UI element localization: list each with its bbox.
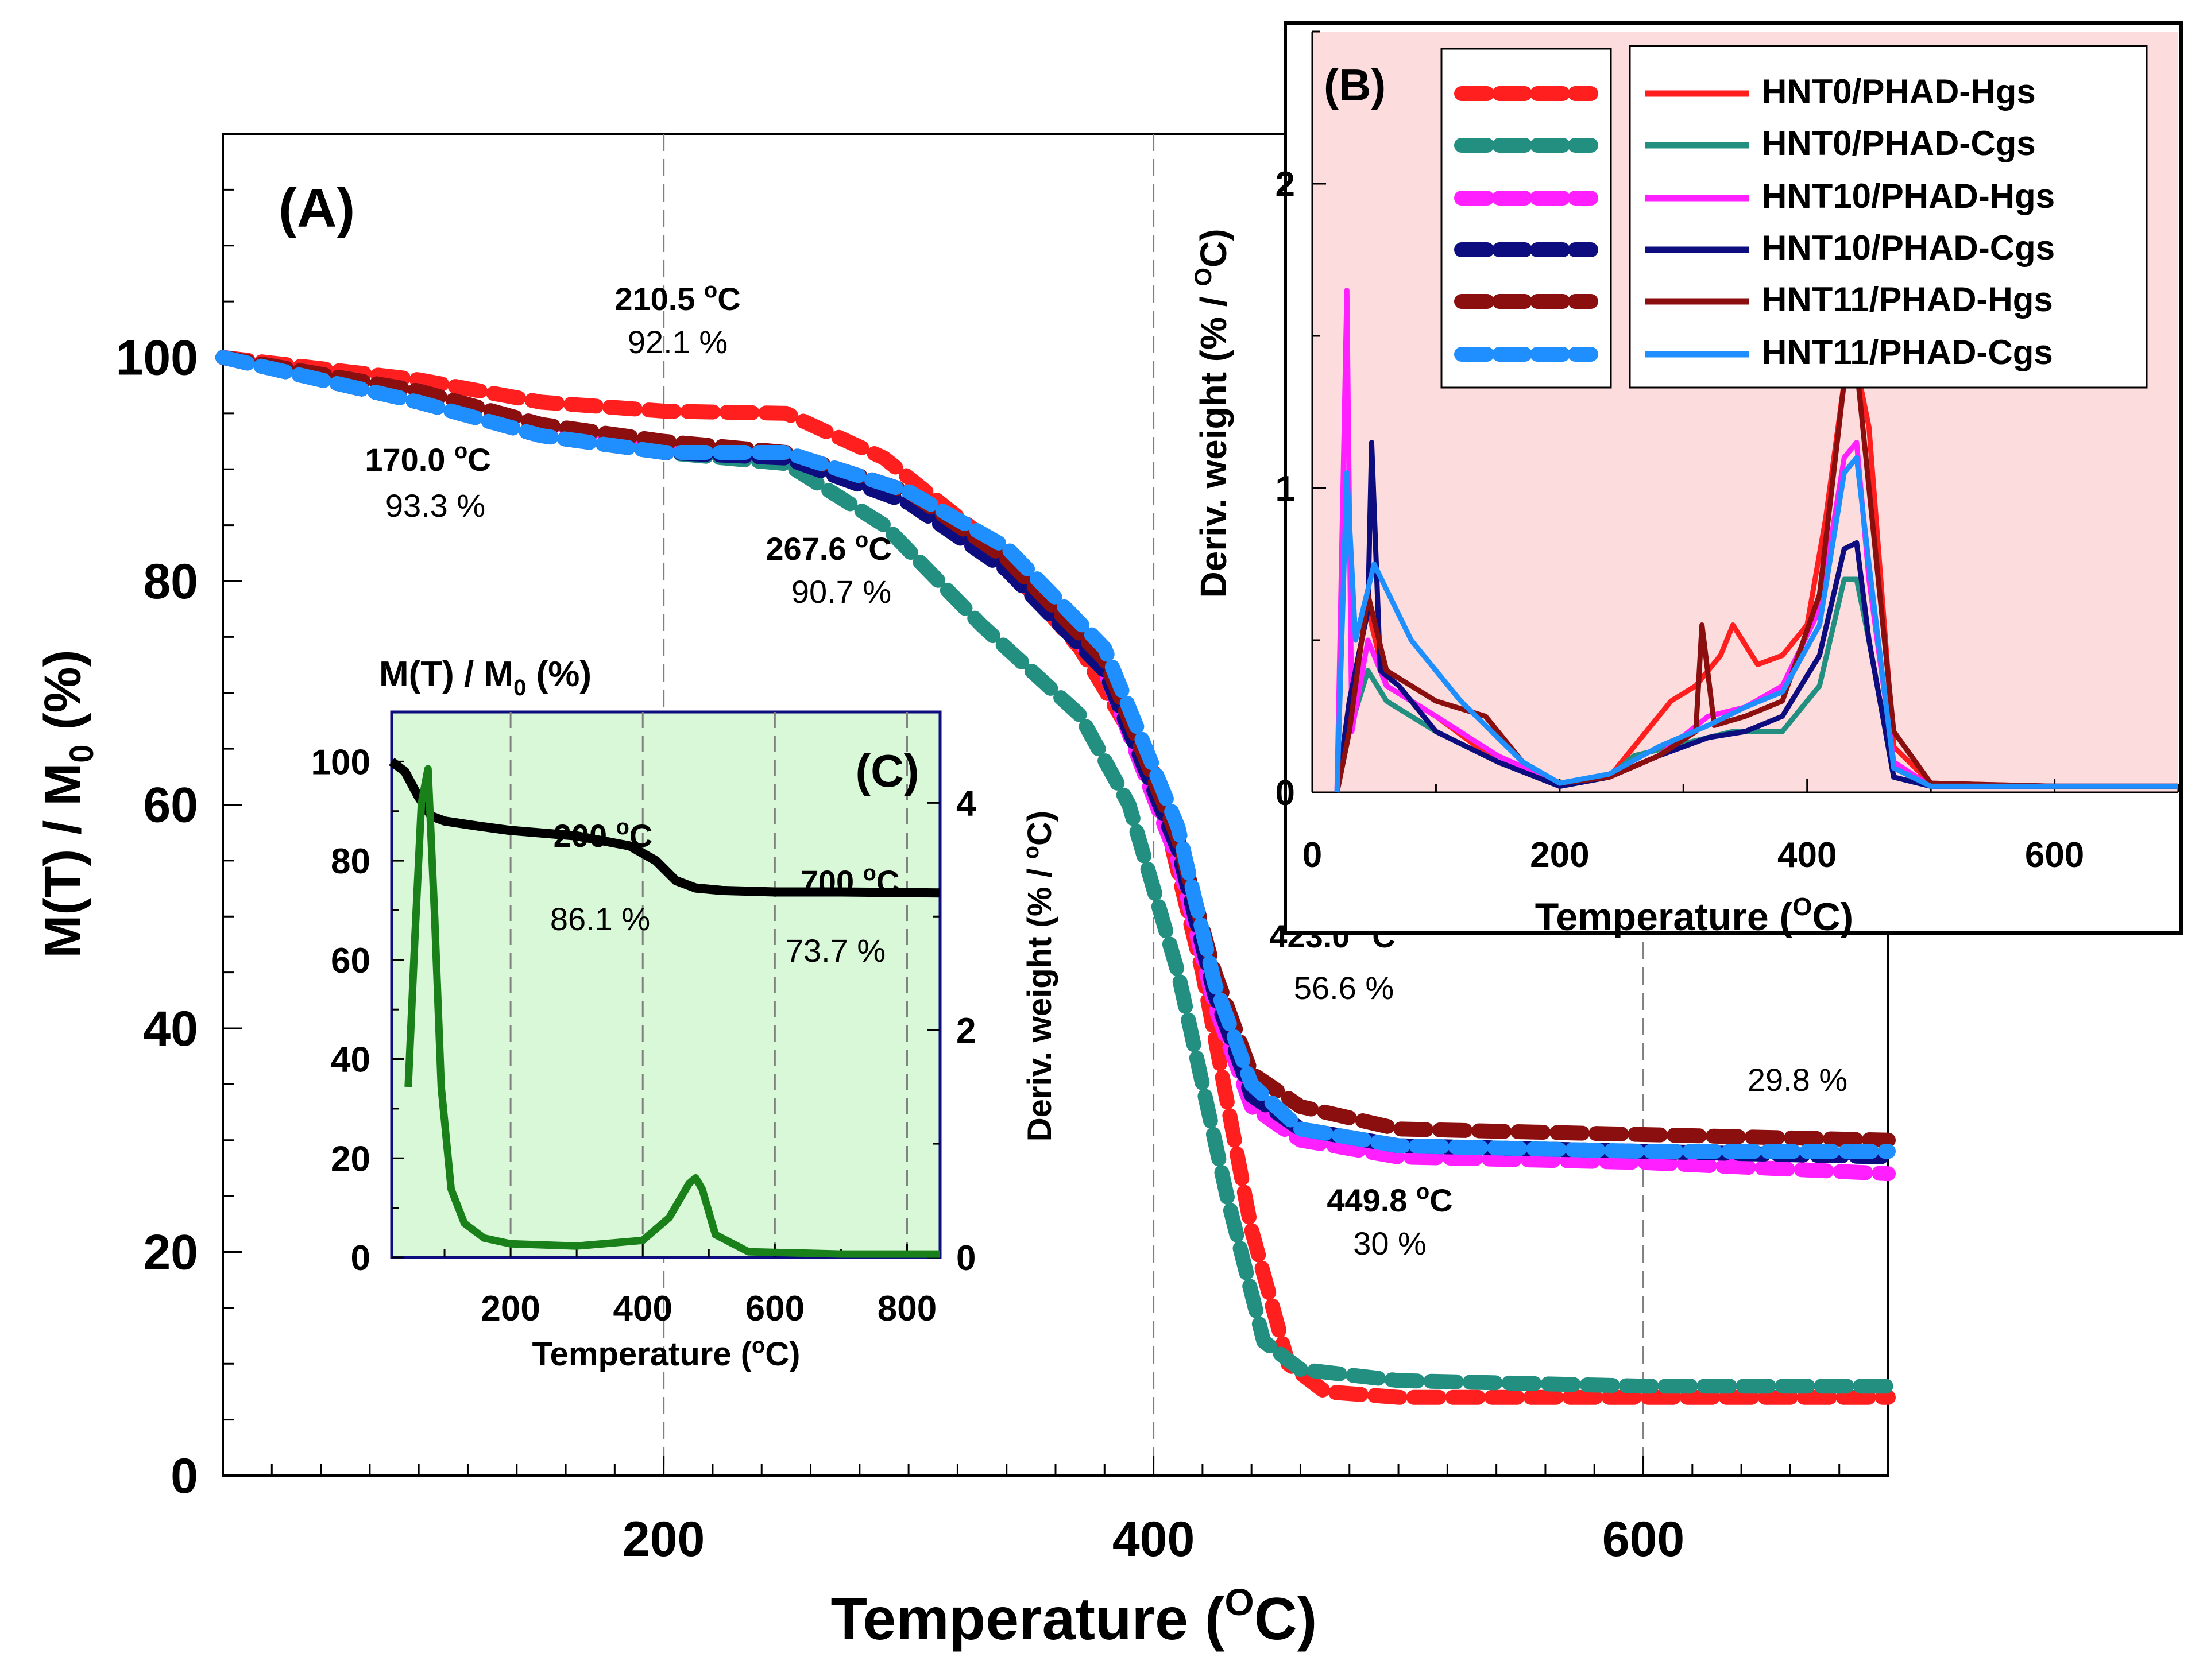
legend-dashed-box bbox=[1440, 48, 1612, 389]
xtick-label: 600 bbox=[745, 1289, 805, 1329]
ytick-label: 60 bbox=[331, 941, 370, 981]
annotation-temperature: 449.8 oC bbox=[1327, 1180, 1452, 1218]
annotation-temperature: 267.6 oC bbox=[766, 528, 891, 567]
plot-b-legend: HNT0/PHAD-Hgs HNT0/PHAD-Cgs HNT10/PHAD-H… bbox=[1440, 45, 2148, 389]
xtick-label: 400 bbox=[1112, 1512, 1195, 1567]
plot-b-xtick-labels: 0 200 400 600 bbox=[1302, 835, 2085, 875]
plot-c-frame bbox=[390, 710, 942, 1259]
plot-a-ticks bbox=[223, 133, 1889, 1477]
legend-label: HNT11/PHAD-Hgs bbox=[1762, 280, 2053, 319]
xtick-label: 200 bbox=[481, 1289, 540, 1329]
annotation-percent: 29.8 % bbox=[1748, 1062, 1847, 1098]
plot-c-annotations: 200 oC 86.1 % 700 oC 73.7 % bbox=[550, 815, 900, 969]
ytick-label: 60 bbox=[143, 778, 198, 833]
legend-rows bbox=[1454, 86, 1749, 362]
deriv-line-hnt11-phad-hgs bbox=[1334, 363, 2178, 793]
y2tick-label: 2 bbox=[956, 1011, 976, 1051]
deriv-line-hnt11-phad-cgs bbox=[1334, 455, 2178, 793]
legend-label: HNT0/PHAD-Cgs bbox=[1762, 124, 2036, 162]
plot-b-ytick-labels: 0 1 2 bbox=[1276, 165, 1295, 813]
ytick-label: 40 bbox=[143, 1001, 198, 1056]
annotation-temperature: 700 oC bbox=[801, 861, 900, 900]
plot-c-xlabel: Temperature (oC) bbox=[532, 1334, 801, 1373]
plot-a-xtick-labels: 200 400 600 bbox=[623, 1512, 1684, 1567]
plot-c-title: M(T) / M0 (%) bbox=[379, 655, 592, 700]
ytick-label: 20 bbox=[143, 1225, 198, 1280]
xtick-label: 200 bbox=[623, 1512, 705, 1567]
plot-c-y2tick-labels: 0 2 4 bbox=[956, 784, 976, 1278]
derivative-line bbox=[404, 765, 940, 1258]
plot-a-ytick-labels: 0 20 40 60 80 100 bbox=[116, 331, 199, 1504]
plot-a-series bbox=[215, 350, 1896, 1405]
xtick-label: 400 bbox=[1777, 835, 1837, 875]
xtick-label: 600 bbox=[1602, 1512, 1685, 1567]
ytick-label: 2 bbox=[1276, 165, 1295, 204]
legend-label: HNT11/PHAD-Cgs bbox=[1762, 333, 2053, 371]
plot-c-xtick-labels: 200 400 600 800 bbox=[481, 1289, 937, 1329]
annotation-temperature: 210.5 oC bbox=[614, 278, 740, 317]
ytick-label: 100 bbox=[311, 742, 370, 782]
y2tick-label: 4 bbox=[956, 784, 976, 823]
annotation-percent: 73.7 % bbox=[786, 932, 886, 969]
xtick-label: 400 bbox=[613, 1289, 672, 1329]
plot-b-series bbox=[1334, 288, 2178, 793]
plot-a-annotations: 210.5 oC 92.1 % 170.0 oC 93.3 % 267.6 oC… bbox=[365, 278, 1847, 1261]
y2tick-label: 0 bbox=[956, 1238, 976, 1278]
plot-c-y2label: Deriv. weight (% / oC) bbox=[1019, 811, 1058, 1141]
annotation-percent: 30 % bbox=[1353, 1225, 1427, 1261]
ytick-label: 100 bbox=[116, 331, 199, 386]
annotation-percent: 92.1 % bbox=[628, 324, 728, 360]
deriv-line-hnt10-phad-cgs bbox=[1334, 440, 2178, 793]
ytick-label: 0 bbox=[351, 1238, 370, 1278]
legend-label: HNT0/PHAD-Hgs bbox=[1762, 72, 2036, 111]
xtick-label: 200 bbox=[1530, 835, 1589, 875]
annotation-percent: 56.6 % bbox=[1294, 970, 1394, 1006]
xtick-label: 600 bbox=[2025, 835, 2084, 875]
plot-c-series bbox=[389, 757, 941, 1258]
plot-b-ylabel: Deriv. weight (% / OC) bbox=[1189, 229, 1234, 598]
plot-a-ylabel: M(T) / M0 (%) bbox=[34, 649, 101, 958]
ytick-label: 0 bbox=[1276, 773, 1295, 813]
legend-solid-box bbox=[1629, 45, 2148, 389]
ytick-label: 80 bbox=[143, 554, 198, 609]
ytick-label: 1 bbox=[1276, 469, 1295, 509]
legend-label: HNT10/PHAD-Hgs bbox=[1762, 177, 2055, 215]
plot-b-xlabel: Temperature (OC) bbox=[1535, 893, 1853, 939]
plot-c-panel-label: (C) bbox=[855, 745, 919, 796]
panel-b: (B) 0 200 400 600 0 1 2 Temperature (OC)… bbox=[1189, 21, 2183, 939]
annotation-percent: 86.1 % bbox=[550, 901, 650, 937]
xtick-label: 0 bbox=[1302, 835, 1322, 875]
ytick-label: 80 bbox=[331, 842, 370, 881]
plot-a-panel-label: (A) bbox=[279, 177, 355, 239]
annotation-percent: 90.7 % bbox=[791, 574, 891, 610]
ytick-label: 40 bbox=[331, 1040, 370, 1080]
series-line-hnt11-phad-cgs bbox=[215, 350, 1896, 1159]
annotation-temperature: 170.0 oC bbox=[365, 439, 490, 478]
plot-c-ytick-labels: 0 20 40 60 80 100 bbox=[311, 742, 370, 1278]
legend-label: HNT10/PHAD-Cgs bbox=[1762, 229, 2055, 267]
annotation-percent: 93.3 % bbox=[385, 487, 485, 524]
xtick-label: 800 bbox=[878, 1289, 937, 1329]
plot-a-xlabel: Temperature (OC) bbox=[831, 1581, 1317, 1652]
plot-b-panel-label: (B) bbox=[1324, 60, 1386, 110]
annotation-temperature: 200 oC bbox=[554, 815, 653, 854]
panel-c: M(T) / M0 (%) (C) 200 400 600 800 0 20 4… bbox=[311, 655, 1058, 1373]
ytick-label: 20 bbox=[331, 1139, 370, 1179]
ytick-label: 0 bbox=[171, 1449, 198, 1504]
plot-c-gridlines bbox=[509, 712, 908, 1257]
